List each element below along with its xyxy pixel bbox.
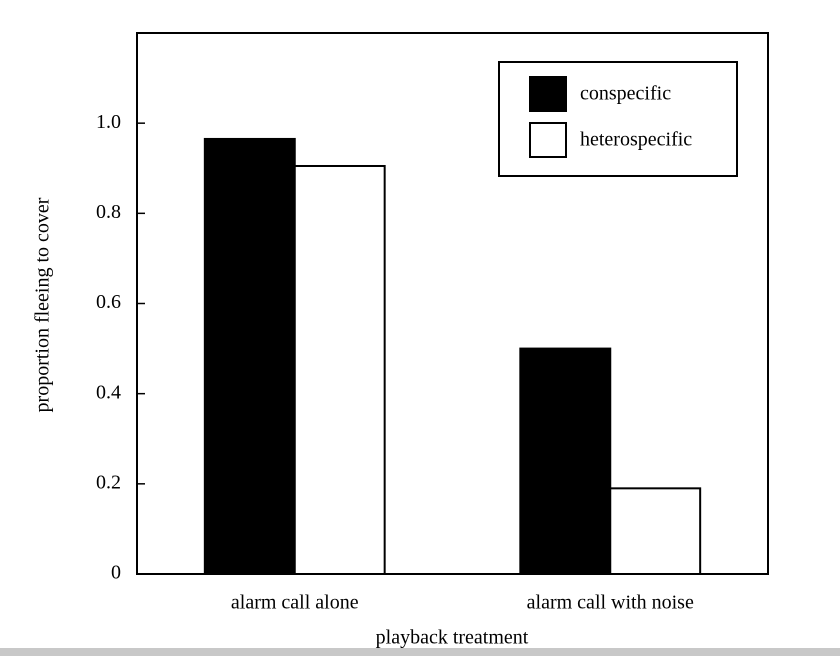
x-tick-label: alarm call alone [231, 592, 359, 614]
legend-label: heterospecific [580, 129, 692, 151]
y-tick-label: 0.8 [96, 201, 121, 223]
bar [293, 164, 386, 576]
x-axis-label: playback treatment [376, 627, 529, 649]
y-tick-label: 0.4 [96, 381, 121, 403]
bar [609, 487, 702, 576]
bar [203, 137, 296, 575]
legend-label: conspecific [580, 83, 671, 105]
y-tick-label: 1.0 [96, 111, 121, 133]
y-tick-label: 0.6 [96, 291, 121, 313]
legend-swatch [529, 76, 567, 112]
y-tick-label: 0 [111, 562, 121, 584]
bottom-strip [0, 648, 840, 656]
bar [519, 347, 612, 576]
y-tick-label: 0.2 [96, 471, 121, 493]
x-tick-label: alarm call with noise [527, 592, 694, 614]
y-axis-label: proportion fleeing to cover [32, 197, 54, 412]
legend-swatch [529, 122, 567, 158]
